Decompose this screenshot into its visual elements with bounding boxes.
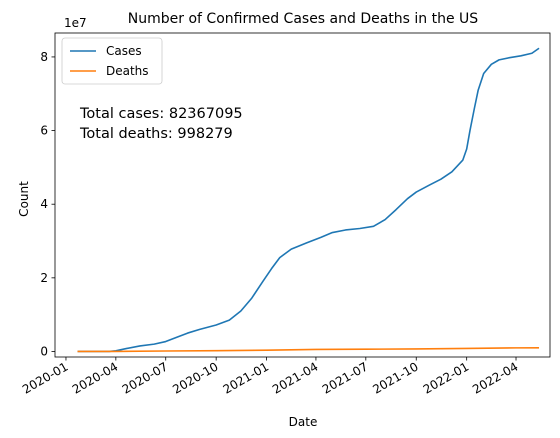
plot-area [54,32,551,358]
series-line-cases [77,47,540,353]
x-tick-label: 2020-04 [70,359,120,396]
series-line-deaths [77,347,540,353]
plot-frame [54,32,551,358]
x-tick-label: 2021-04 [270,359,320,396]
y-tick-label: 6 [40,124,48,138]
legend: Cases Deaths [61,37,163,85]
series-layer [77,47,540,353]
annotations: Total cases: 82367095 Total deaths: 9982… [79,106,243,142]
total-deaths-annotation: Total deaths: 998279 [79,126,233,142]
y-offset-label: 1e7 [64,16,87,30]
x-tick-label: 2020-07 [120,359,170,396]
x-axis: 2020-01 2020-04 2020-07 2020-10 2021-012021-… [20,357,521,397]
legend-box [61,37,163,85]
x-tick-label: 2021-01 [221,359,271,396]
total-cases-annotation: Total cases: 82367095 [79,106,243,122]
x-tick-label: 2021-07 [320,359,370,396]
chart-title: Number of Confirmed Cases and Deaths in … [128,11,479,27]
y-axis-title: Count [17,181,31,217]
x-tick-label: 2022-01 [421,359,471,396]
x-tick-label: 2020-01 [20,359,70,396]
x-tick-label: 2021-10 [370,359,420,396]
y-tick-label: 2 [40,271,48,285]
x-axis-title: Date [289,415,318,429]
y-tick-label: 4 [40,197,48,211]
x-tick-label: 2020-10 [170,359,220,396]
legend-label-deaths: Deaths [106,64,149,78]
y-axis: 0 2 4 6 8 [40,50,55,358]
x-tick-label: 2022-04 [470,359,520,396]
y-tick-label: 8 [40,50,48,64]
y-tick-label: 0 [40,344,48,358]
legend-label-cases: Cases [106,44,142,58]
